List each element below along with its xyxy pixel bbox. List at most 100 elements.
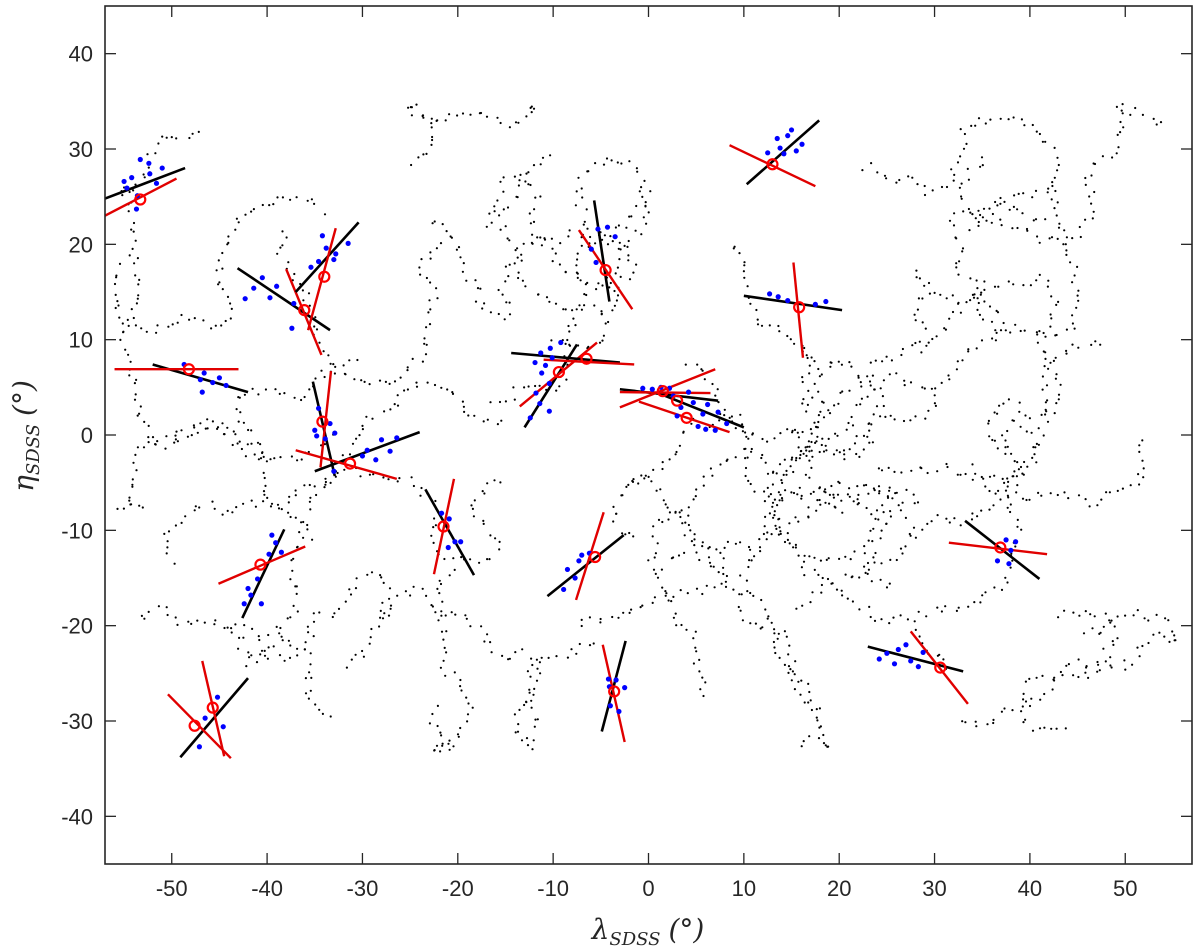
background-point [378,625,381,628]
background-point [579,279,582,282]
background-point [368,642,371,645]
background-point [1110,619,1113,622]
background-point [711,474,714,477]
background-point [425,152,428,155]
background-point [801,380,804,384]
background-point [848,448,851,451]
background-point [844,555,847,558]
background-point [1001,477,1004,480]
background-point [1000,710,1004,713]
background-point [807,389,810,392]
background-point [808,690,811,694]
background-point [807,440,811,443]
background-point [948,219,952,222]
background-point [1050,198,1053,201]
background-point [564,270,567,273]
background-point [656,576,660,579]
background-point [417,156,420,159]
y-tick-label: 20 [69,232,93,257]
background-point [254,505,257,508]
background-point [1047,279,1050,282]
background-point [406,366,409,369]
background-point [1035,279,1038,282]
background-point [594,162,597,165]
background-point [820,443,823,447]
background-point [996,311,1000,314]
background-point [547,656,550,660]
background-point [488,558,491,561]
background-point [815,509,818,512]
background-point [977,117,981,120]
background-point [1063,491,1066,494]
background-point [419,273,422,276]
background-point [870,513,873,516]
background-point [1102,625,1105,628]
background-point [490,221,493,224]
background-point [868,605,871,609]
background-point [381,617,385,620]
background-point [1096,660,1099,664]
background-point [1043,692,1046,696]
member-point [595,226,601,232]
background-point [242,636,245,639]
background-point [651,601,654,605]
background-point [290,559,293,562]
background-point [493,210,496,213]
background-point [448,739,451,742]
background-point [803,574,806,577]
background-point [758,546,762,549]
background-point [964,472,967,476]
background-point [817,414,821,417]
background-point [485,225,488,228]
background-point [832,496,836,499]
background-point [836,493,840,496]
background-point [632,478,635,481]
background-point [539,236,542,239]
background-point [795,456,798,460]
background-point [268,204,271,207]
background-point [280,635,283,638]
background-point [1004,439,1007,442]
member-point [558,339,564,346]
background-point [763,490,766,493]
background-point [289,515,292,519]
background-point [628,215,631,218]
background-point [429,251,432,254]
background-point [988,207,991,210]
background-point [902,419,906,423]
background-point [805,454,808,457]
background-point [217,283,220,286]
background-point [817,420,820,424]
background-point [256,441,260,444]
background-point [828,493,832,496]
background-point [279,456,282,459]
background-point [465,617,468,620]
background-point [1121,112,1124,115]
member-point [315,405,322,411]
member-point [137,156,143,163]
background-point [1032,219,1035,222]
background-point [631,479,634,483]
background-point [530,111,533,114]
background-point [761,453,764,457]
background-point [784,489,787,492]
background-point [724,585,728,589]
background-point [1019,465,1023,469]
background-point [1121,487,1124,490]
member-point [458,539,464,545]
background-point [723,408,726,411]
background-point [900,471,903,474]
background-point [800,566,804,569]
background-point [433,220,436,223]
background-point [428,323,432,326]
background-point [535,679,539,682]
background-point [301,289,304,292]
background-point [300,521,303,524]
background-point [964,721,967,724]
background-point [389,607,392,610]
background-point [884,415,887,418]
background-point [1012,475,1015,478]
background-point [264,388,267,391]
background-point [827,557,830,560]
background-point [480,625,483,628]
